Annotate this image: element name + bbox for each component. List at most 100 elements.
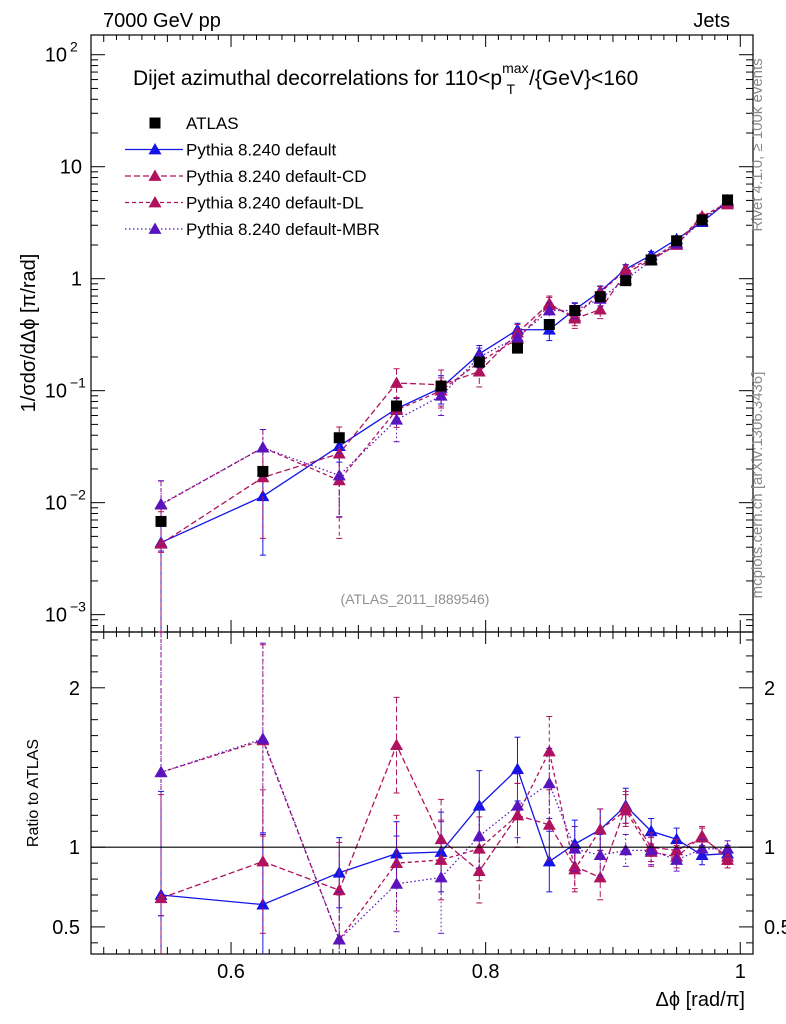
ratio-axis-ticks — [91, 632, 753, 954]
ratio-marker — [542, 745, 556, 757]
ratio-marker — [256, 732, 270, 744]
plot-title: Dijet azimuthal decorrelations for 110<p… — [133, 60, 638, 97]
y-tick-exponent: −1 — [70, 375, 86, 391]
ratio-marker — [472, 842, 486, 854]
series-marker — [390, 376, 404, 388]
y-tick-label: 10 — [60, 157, 82, 179]
ratio-line — [160, 739, 728, 941]
atlas-marker — [696, 214, 708, 226]
series-2 — [154, 196, 735, 553]
series-marker — [472, 365, 486, 377]
x-axis-title: Δϕ [rad/π] — [656, 989, 746, 1011]
ratio-y-tick-label-right: 2 — [764, 678, 775, 700]
title-main: Dijet azimuthal decorrelations for 110<p — [133, 67, 502, 90]
series-marker — [332, 468, 346, 481]
ratio-y-tick-labels: 2 2 1 1 0.5 0.5 — [52, 678, 786, 939]
y-tick-label: 10 — [45, 45, 67, 67]
atlas-marker — [155, 515, 167, 527]
ratio-marker — [434, 870, 448, 883]
legend-atlas-label: ATLAS — [186, 114, 239, 133]
header-energy-label: 7000 GeV pp — [103, 10, 221, 32]
series-marker — [332, 447, 346, 459]
y-tick-label: 10 — [45, 493, 67, 515]
ratio-marker — [390, 877, 404, 889]
ratio-marker — [695, 848, 709, 861]
legend-marker — [148, 222, 162, 234]
ratio-y-tick-label-right: 1 — [764, 837, 775, 859]
atlas-marker — [722, 194, 734, 206]
ratio-marker — [695, 842, 709, 854]
ratio-marker — [256, 855, 270, 867]
series-marker — [619, 263, 633, 275]
series-line — [160, 201, 728, 544]
atlas-marker — [435, 380, 447, 392]
series-line — [160, 203, 728, 545]
ratio-line — [160, 767, 728, 906]
ratio-marker — [644, 843, 658, 856]
ratio-series-2 — [154, 632, 735, 954]
y-tick-label: 10 — [45, 605, 67, 627]
ratio-marker — [510, 799, 524, 811]
ratio-line — [160, 737, 728, 941]
ratio-marker — [154, 765, 168, 778]
legend-label: Pythia 8.240 default-MBR — [186, 220, 380, 239]
series-marker — [434, 389, 448, 401]
ratio-marker — [619, 843, 633, 856]
series-3 — [154, 193, 735, 552]
ratio-marker — [695, 829, 709, 841]
legend-atlas-marker — [149, 117, 161, 129]
title-rest: /{GeV}<160 — [529, 67, 638, 90]
mcplots-source-label: mcplots.cern.ch [arXiv:1306.3436] — [749, 372, 766, 599]
ratio-plot-frame — [90, 631, 754, 955]
ratio-y-tick-label: 1 — [69, 837, 80, 859]
atlas-data-layer — [155, 194, 734, 527]
ratio-marker — [670, 832, 684, 845]
legend: ATLAS Pythia 8.240 default Pythia 8.240 de… — [125, 114, 380, 239]
ratio-line — [160, 743, 728, 899]
ratio-series-layer — [154, 632, 735, 954]
atlas-marker — [257, 465, 269, 477]
ratio-series-3 — [154, 632, 735, 954]
series-marker — [154, 497, 168, 510]
ratio-marker — [390, 856, 404, 869]
series-marker — [593, 303, 607, 315]
ratio-marker — [542, 818, 556, 830]
y-tick-exponent: −3 — [70, 599, 86, 615]
legend-label: Pythia 8.240 default-DL — [186, 194, 364, 213]
atlas-marker — [333, 432, 345, 444]
ratio-marker — [721, 853, 735, 865]
legend-marker — [148, 143, 162, 155]
legend-marker — [148, 169, 162, 181]
y-tick-label: 10 — [45, 381, 67, 403]
ratio-marker — [542, 855, 556, 867]
series-marker — [542, 303, 556, 316]
ratio-marker — [542, 776, 556, 789]
series-line — [160, 202, 728, 506]
ratio-marker — [721, 842, 735, 854]
y-tick-exponent: −2 — [70, 487, 86, 503]
y-tick-label: 1 — [71, 269, 82, 291]
atlas-marker — [473, 356, 485, 368]
y-tick-exponent: 2 — [70, 39, 78, 55]
x-tick-label: 0.8 — [472, 961, 500, 983]
ratio-marker — [568, 863, 582, 875]
main-axis-ticks — [91, 35, 753, 633]
ratio-marker — [390, 738, 404, 751]
title-sub: T — [507, 81, 516, 97]
atlas-marker — [511, 342, 523, 354]
atlas-marker — [569, 304, 581, 316]
legend-label: Pythia 8.240 default-CD — [186, 167, 367, 186]
ratio-marker — [670, 853, 684, 865]
ratio-y-tick-label: 0.5 — [52, 917, 80, 939]
header-process-label: Jets — [693, 10, 730, 32]
atlas-marker — [620, 275, 632, 287]
analysis-reference: (ATLAS_2011_I889546) — [341, 591, 490, 607]
ratio-series-1 — [154, 696, 735, 954]
ratio-marker — [332, 933, 346, 945]
series-marker — [390, 413, 404, 425]
rivet-version-label: Rivet 4.1.0, ≥ 100k events — [749, 58, 766, 231]
atlas-marker — [645, 254, 657, 266]
x-tick-label: 0.6 — [217, 961, 245, 983]
